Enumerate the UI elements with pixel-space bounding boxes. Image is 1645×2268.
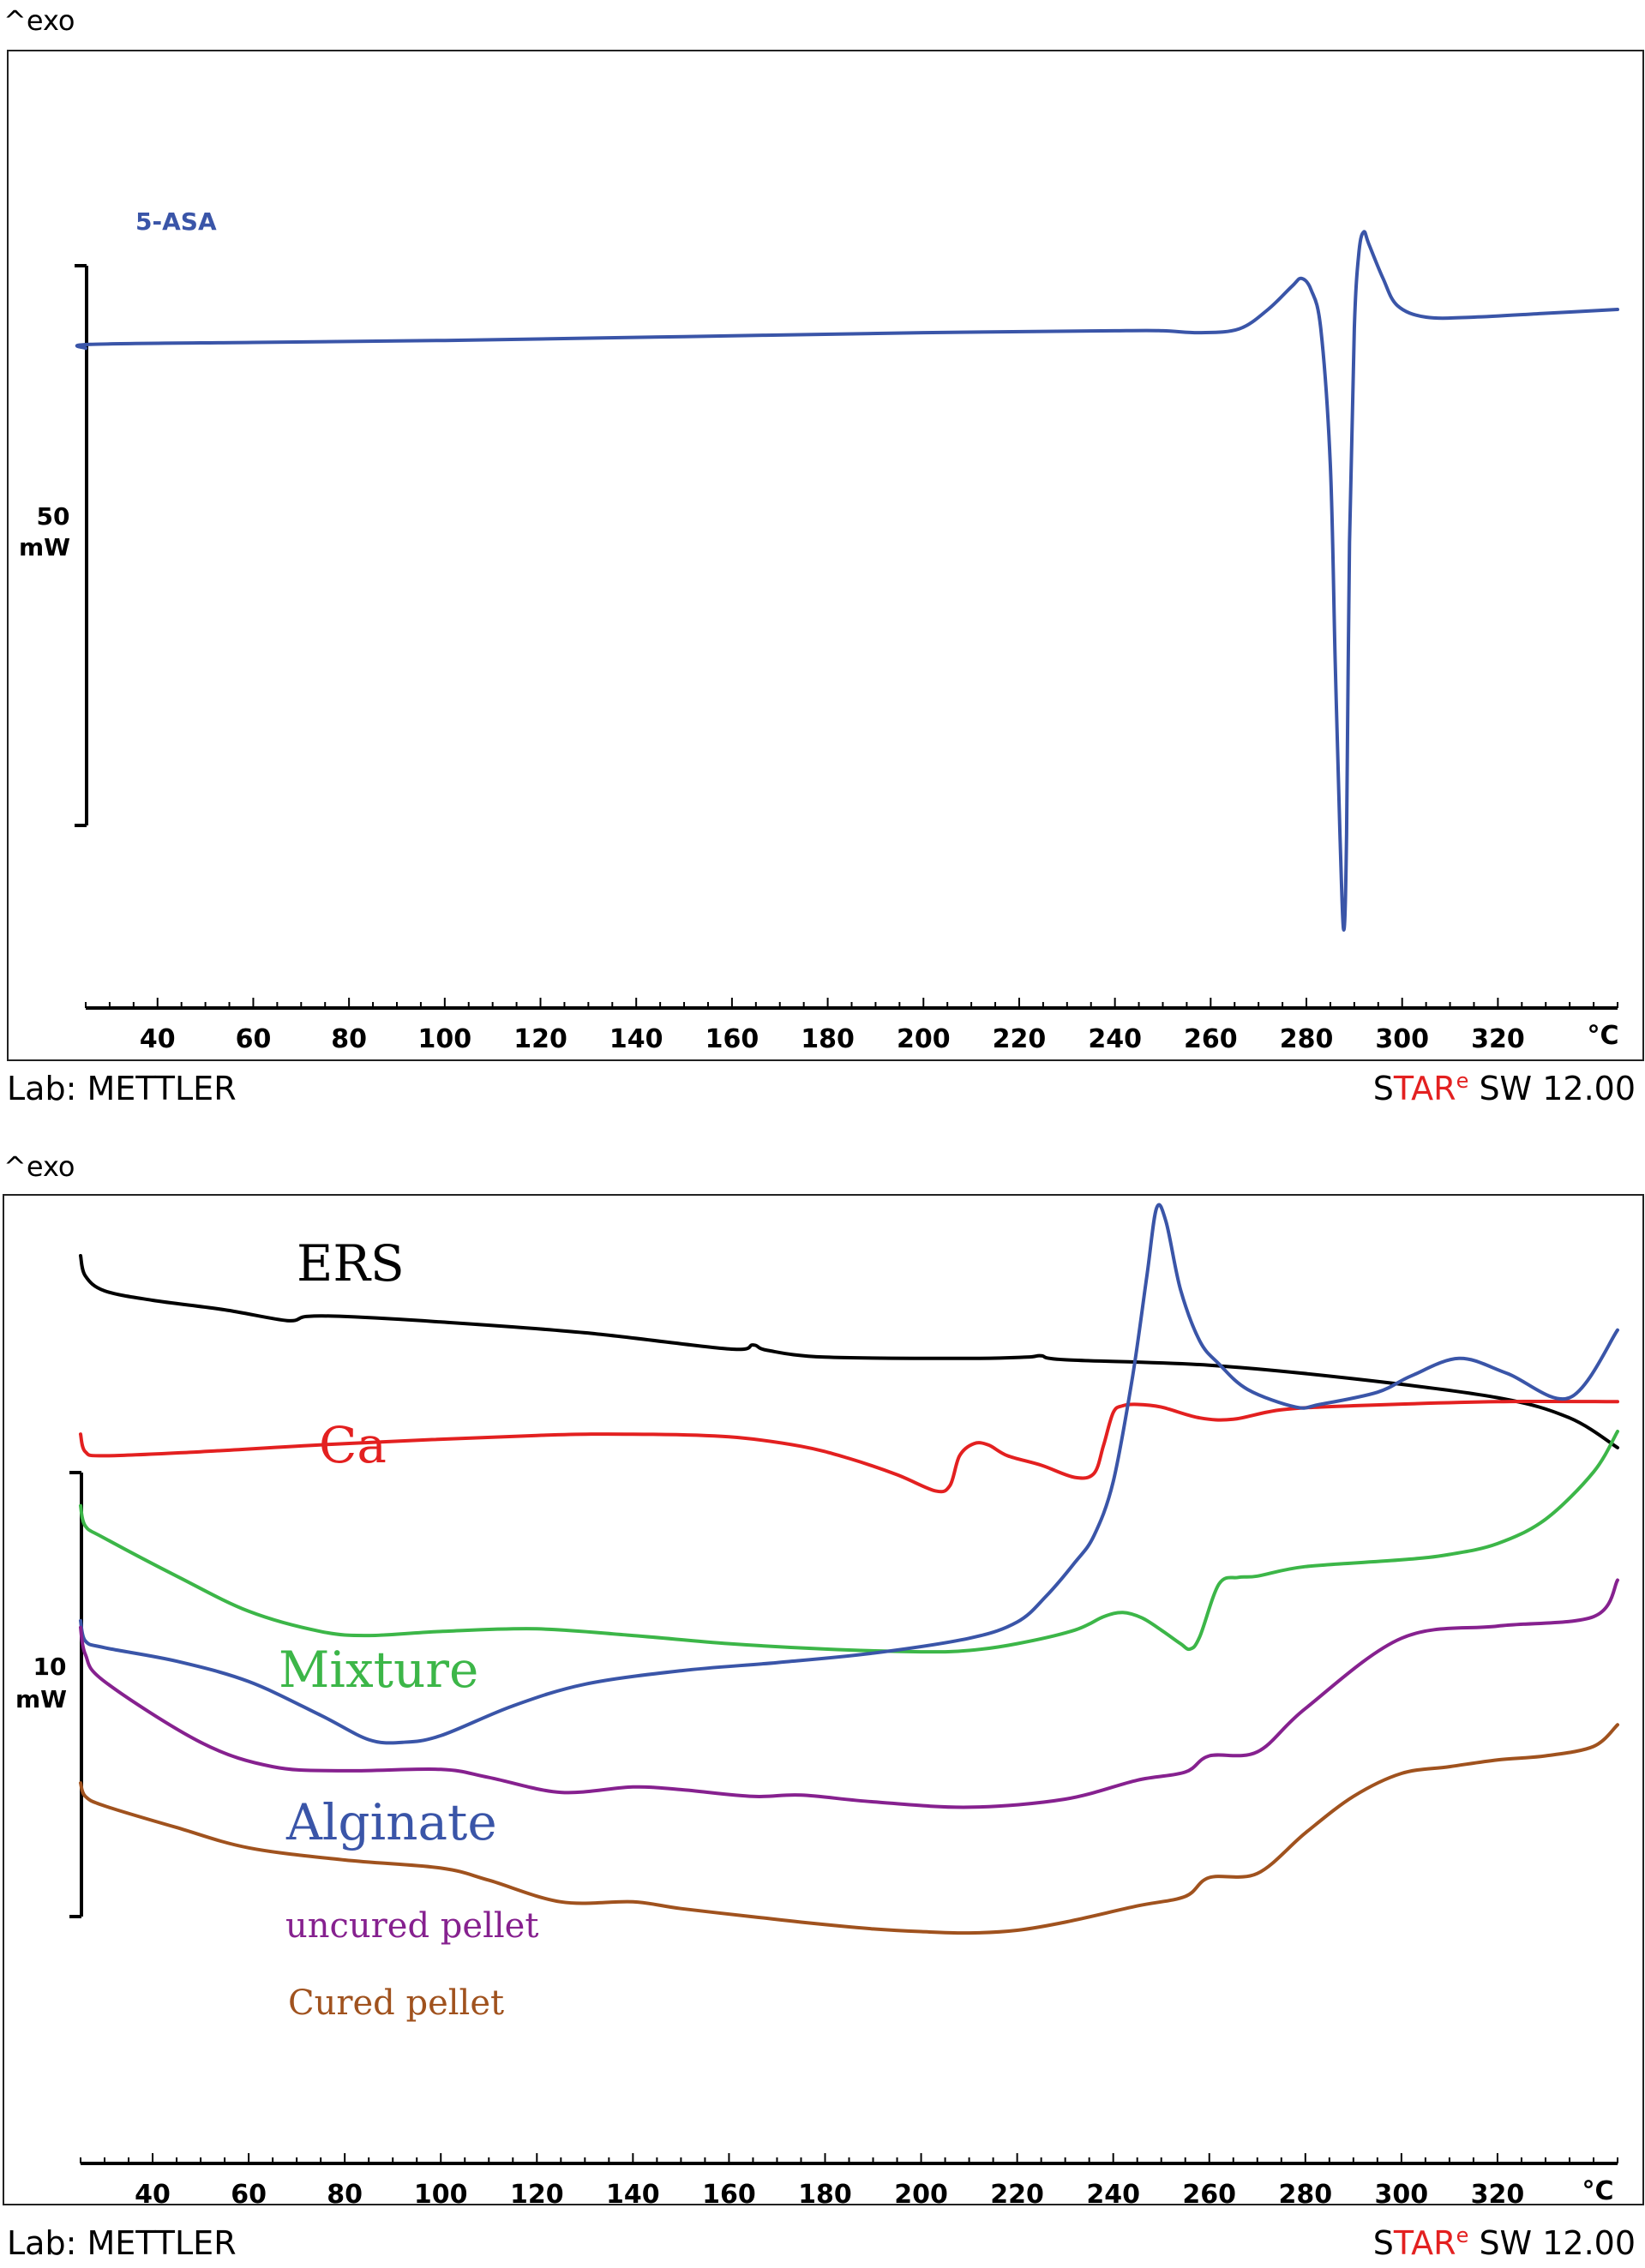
x-tick-label: 160 bbox=[702, 2180, 756, 2210]
x-axis-ticks: 40 60 80 100 120 140 160 180 200 220 240 260 280 300 3… bbox=[85, 998, 1618, 1054]
x-tick-label: 60 bbox=[236, 1024, 272, 1054]
x-tick-label: 240 bbox=[1086, 2180, 1140, 2210]
x-tick-label: 40 bbox=[140, 1024, 176, 1054]
x-tick-label: 260 bbox=[1184, 1024, 1238, 1054]
curve-label-cured-pellet: Cured pellet bbox=[288, 1983, 504, 2023]
curves bbox=[79, 1203, 1619, 1935]
curve-label-ers: ERS bbox=[297, 1234, 405, 1293]
x-tick-label: 260 bbox=[1182, 2180, 1236, 2210]
x-tick-label: 180 bbox=[801, 1024, 855, 1054]
x-tick-label: 220 bbox=[990, 2180, 1044, 2210]
x-tick-label: 320 bbox=[1471, 1024, 1525, 1054]
x-tick-label: 120 bbox=[513, 1024, 567, 1054]
x-tick-label: 140 bbox=[609, 1024, 663, 1054]
x-axis-unit: °C bbox=[1587, 1021, 1618, 1051]
scale-bar: 50 mW bbox=[19, 264, 88, 827]
x-axis-ticks: 40 60 80 100 120 140 160 180 200 220 240 260 280 300 3… bbox=[80, 2153, 1618, 2210]
x-tick-label: 220 bbox=[993, 1024, 1047, 1054]
x-tick-label: 120 bbox=[510, 2180, 564, 2210]
x-tick-label: 100 bbox=[418, 1024, 472, 1054]
series-5-asa bbox=[75, 230, 1619, 932]
footer-software: STARe SW 12.00 bbox=[1373, 1069, 1636, 1107]
chart-1: ^exo 50 mW 40 60 80 100 120 140 160 180 200 220 24… bbox=[3, 4, 1644, 1107]
x-tick-label: 200 bbox=[897, 1024, 951, 1054]
curve-label-5-asa: 5-ASA bbox=[135, 207, 217, 236]
x-tick-label: 200 bbox=[894, 2180, 948, 2210]
curves bbox=[75, 230, 1619, 932]
x-tick-label: 240 bbox=[1088, 1024, 1142, 1054]
scale-bar-value: 10 bbox=[33, 1653, 67, 1681]
plot-frame bbox=[7, 50, 1644, 1061]
curve-label-alginate: Alginate bbox=[285, 1793, 497, 1851]
x-tick-label: 100 bbox=[414, 2180, 468, 2210]
x-axis-unit: °C bbox=[1582, 2176, 1613, 2206]
series-cured-pellet bbox=[79, 1723, 1619, 1935]
exo-label: ^exo bbox=[3, 1150, 75, 1183]
x-tick-label: 80 bbox=[327, 2180, 363, 2210]
curve-label-ca: Ca bbox=[319, 1416, 387, 1474]
x-tick-label: 300 bbox=[1375, 1024, 1429, 1054]
x-tick-label: 160 bbox=[705, 1024, 759, 1054]
exo-label: ^exo bbox=[3, 4, 75, 37]
chart-2: ^exo 10 mW 40 60 80 100 120 140 160 180 200 220 24… bbox=[3, 1150, 1644, 2262]
x-tick-label: 80 bbox=[331, 1024, 367, 1054]
plot-frame bbox=[3, 1194, 1644, 2205]
series-mixture bbox=[79, 1430, 1619, 1654]
x-tick-label: 40 bbox=[135, 2180, 171, 2210]
x-tick-label: 320 bbox=[1471, 2180, 1525, 2210]
x-tick-label: 300 bbox=[1375, 2180, 1429, 2210]
scale-bar-value: 50 bbox=[37, 502, 70, 531]
x-tick-label: 280 bbox=[1280, 1024, 1334, 1054]
footer-lab: Lab: METTLER bbox=[7, 2224, 237, 2262]
scale-bar: 10 mW bbox=[15, 1471, 83, 1918]
curve-label-uncured-pellet: uncured pellet bbox=[285, 1906, 538, 1946]
series-ca bbox=[79, 1399, 1619, 1494]
x-tick-label: 280 bbox=[1278, 2180, 1332, 2210]
series-ers bbox=[79, 1254, 1619, 1449]
series-alginate bbox=[79, 1203, 1619, 1745]
scale-bar-unit: mW bbox=[15, 1685, 67, 1713]
scale-bar-unit: mW bbox=[19, 533, 70, 561]
x-tick-label: 180 bbox=[798, 2180, 852, 2210]
x-tick-label: 140 bbox=[606, 2180, 660, 2210]
footer-lab: Lab: METTLER bbox=[7, 1070, 237, 1107]
footer-software: STARe SW 12.00 bbox=[1373, 2223, 1636, 2262]
x-tick-label: 60 bbox=[231, 2180, 267, 2210]
curve-label-mixture: Mixture bbox=[279, 1641, 478, 1699]
series-uncured-pellet bbox=[79, 1578, 1619, 1809]
